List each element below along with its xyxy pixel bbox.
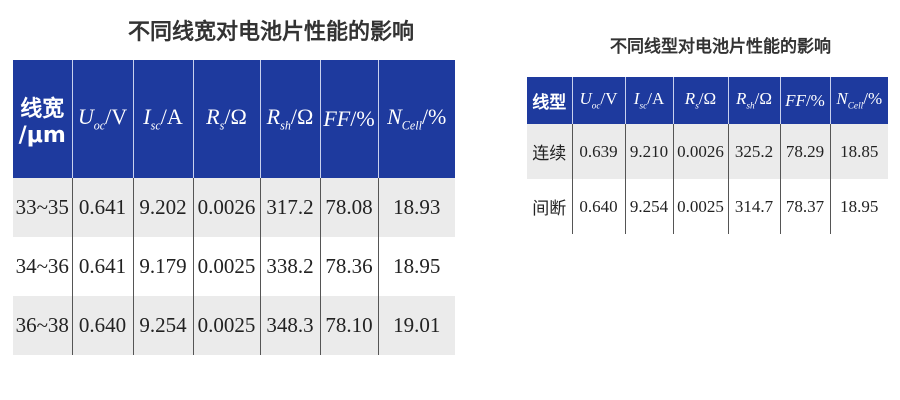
column-header: Isc/A [132, 60, 193, 178]
column-header: 线宽/μm [13, 60, 72, 178]
table-cell: 9.210 [624, 124, 673, 179]
header-unit: /Ω [290, 104, 314, 130]
column-header: NCell/% [377, 60, 455, 178]
table-row: 33~35 0.641 9.202 0.0026 317.2 78.08 18.93 [13, 178, 455, 237]
line-type-table: 线型 Uoc/V Isc/A Rs/Ω Rsh/Ω FF/% NCell/% 连续 0.639… [527, 77, 888, 234]
header-unit: /A [160, 104, 183, 130]
table-cell: 314.7 [727, 179, 780, 234]
header-subscript: sh [280, 118, 291, 133]
column-header: Rsh/Ω [259, 60, 320, 178]
table-cell: 间断 [527, 179, 572, 234]
table-cell: 0.641 [71, 178, 133, 237]
table-cell: 18.93 [377, 178, 455, 237]
table-cell: 0.0026 [672, 124, 728, 179]
table-cell: 18.95 [377, 237, 455, 296]
header-subscript: Cell [401, 118, 422, 133]
table-cell: 9.179 [132, 237, 193, 296]
column-header: 线型 [527, 77, 572, 124]
column-header: FF/% [779, 77, 830, 124]
table-cell: 36~38 [13, 296, 72, 355]
table-cell: 0.640 [571, 179, 625, 234]
table-cell: 78.29 [779, 124, 830, 179]
table-cell: 317.2 [259, 178, 320, 237]
column-header: Rs/Ω [192, 60, 260, 178]
table-cell: 0.640 [71, 296, 133, 355]
header-symbol: R [206, 104, 220, 130]
table-cell: 338.2 [259, 237, 320, 296]
header-unit: /% [350, 106, 375, 131]
header-subscript: sc [639, 101, 648, 112]
header-unit: /Ω [224, 104, 247, 130]
table-cell: 78.08 [319, 178, 378, 237]
table-cell: 9.254 [132, 296, 193, 355]
header-unit: /% [863, 89, 883, 109]
column-header: NCell/% [829, 77, 888, 124]
table-row: 36~38 0.640 9.254 0.0025 348.3 78.10 19.01 [13, 296, 455, 355]
table-cell: 78.10 [319, 296, 378, 355]
column-header: Rsh/Ω [727, 77, 780, 124]
header-symbol: R [684, 89, 696, 109]
table-cell: 348.3 [259, 296, 320, 355]
header-symbol: R [266, 104, 281, 130]
table-cell: 18.85 [829, 124, 888, 179]
header-symbol: 线型 [532, 93, 567, 113]
column-header: Uoc/V [571, 77, 625, 124]
table-cell: 33~35 [13, 178, 72, 237]
table-row: 34~36 0.641 9.179 0.0025 338.2 78.36 18.95 [13, 237, 455, 296]
header-subscript: s [695, 101, 699, 112]
table-cell: 78.37 [779, 179, 830, 234]
header-symbol: FF [323, 106, 351, 131]
table-cell: 34~36 [13, 237, 72, 296]
header-unit: /V [105, 104, 128, 130]
header-symbol: N [387, 104, 402, 130]
header-subscript: oc [93, 118, 106, 133]
column-header: Isc/A [624, 77, 673, 124]
header-symbol: U [579, 89, 592, 109]
header-unit: /A [647, 89, 665, 109]
header-symbol: I [143, 104, 151, 130]
header-subscript: sc [150, 118, 161, 133]
table-cell: 0.639 [571, 124, 625, 179]
table-cell: 0.0025 [192, 237, 260, 296]
column-header: Uoc/V [71, 60, 133, 178]
header-unit: /% [421, 104, 447, 130]
table-cell: 18.95 [829, 179, 888, 234]
header-unit: /Ω [754, 89, 773, 109]
header-symbol: I [633, 89, 640, 109]
table-cell: 连续 [527, 124, 572, 179]
column-header: Rs/Ω [672, 77, 728, 124]
table-cell: 0.0025 [192, 296, 260, 355]
table1-title: 不同线宽对电池片性能的影响 [128, 20, 415, 45]
header-symbol: 线宽 [20, 96, 65, 122]
table-cell: 0.641 [71, 237, 133, 296]
table-cell: 19.01 [377, 296, 455, 355]
table-cell: 9.254 [624, 179, 673, 234]
table2-title: 不同线型对电池片性能的影响 [610, 37, 831, 57]
header-unit: /μm [18, 122, 66, 148]
table-cell: 0.0025 [672, 179, 728, 234]
header-symbol: FF [785, 90, 806, 110]
header-subscript: oc [591, 101, 601, 112]
header-symbol: U [77, 104, 94, 130]
header-subscript: sh [746, 101, 755, 112]
header-subscript: Cell [847, 101, 864, 112]
table-cell: 0.0026 [192, 178, 260, 237]
header-unit: /% [805, 90, 825, 110]
table-row: 连续 0.639 9.210 0.0026 325.2 78.29 18.85 [527, 124, 888, 179]
header-symbol: N [836, 89, 848, 109]
column-header: FF/% [319, 60, 378, 178]
table-cell: 325.2 [727, 124, 780, 179]
header-subscript: s [219, 118, 225, 133]
table-cell: 78.36 [319, 237, 378, 296]
header-unit: /V [600, 89, 618, 109]
header-symbol: R [735, 89, 747, 109]
line-width-table: 线宽/μm Uoc/V Isc/A Rs/Ω Rsh/Ω FF/% NCell/% 33~3… [13, 60, 455, 355]
table-row: 间断 0.640 9.254 0.0025 314.7 78.37 18.95 [527, 179, 888, 234]
header-unit: /Ω [698, 89, 717, 109]
table-cell: 9.202 [132, 178, 193, 237]
